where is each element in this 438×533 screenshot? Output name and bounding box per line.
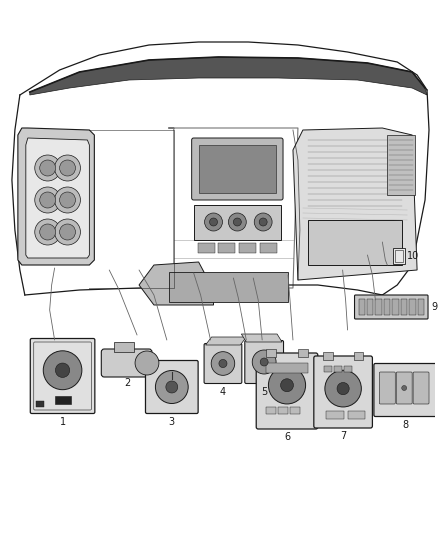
FancyBboxPatch shape [145,360,198,414]
Bar [36,401,44,407]
Bar [324,366,332,372]
Circle shape [259,218,267,226]
Polygon shape [30,57,427,95]
Bar [393,248,405,264]
Circle shape [209,218,218,226]
Circle shape [205,213,223,231]
Bar [409,299,416,315]
Polygon shape [241,334,282,342]
Bar [198,243,215,253]
Polygon shape [18,128,94,265]
Text: 3: 3 [169,417,175,427]
Circle shape [55,187,81,213]
Bar [239,243,256,253]
Bar [219,243,235,253]
FancyBboxPatch shape [101,349,152,377]
Circle shape [211,352,235,375]
Bar [334,366,342,372]
FancyBboxPatch shape [30,338,95,414]
Text: 2: 2 [124,378,130,388]
Text: 1: 1 [60,417,66,427]
Circle shape [281,379,293,392]
Bar [55,396,71,404]
Bar [298,349,308,357]
Bar [348,411,365,419]
Circle shape [219,359,227,368]
Circle shape [268,367,306,404]
Polygon shape [26,138,89,258]
Text: 9: 9 [431,302,437,312]
Polygon shape [293,128,417,280]
Bar [326,411,343,419]
Circle shape [40,192,56,208]
Text: 10: 10 [407,251,420,261]
Text: 5: 5 [261,387,267,397]
Bar [417,299,424,315]
FancyBboxPatch shape [204,343,242,384]
Circle shape [55,219,81,245]
Text: 6: 6 [284,432,290,442]
Circle shape [60,160,75,176]
Circle shape [35,187,60,213]
Bar [359,299,365,315]
Bar [290,407,300,414]
FancyBboxPatch shape [354,295,428,319]
Circle shape [254,213,272,231]
Circle shape [228,213,246,231]
FancyBboxPatch shape [192,138,283,200]
Bar [367,299,374,315]
Text: 8: 8 [402,420,408,430]
Bar [194,205,281,240]
FancyBboxPatch shape [245,341,283,384]
FancyBboxPatch shape [413,372,429,404]
Text: 7: 7 [340,431,346,441]
Circle shape [40,224,56,240]
Circle shape [135,351,159,375]
Bar [308,220,402,265]
Circle shape [35,155,60,181]
Bar [384,299,390,315]
Polygon shape [205,337,246,345]
FancyBboxPatch shape [256,353,318,429]
Circle shape [325,370,361,407]
Circle shape [40,160,56,176]
Circle shape [233,218,241,226]
Bar [375,299,382,315]
FancyBboxPatch shape [379,372,395,404]
Bar [266,407,276,414]
Bar [278,407,288,414]
FancyBboxPatch shape [374,364,436,416]
FancyBboxPatch shape [314,356,372,428]
Circle shape [35,219,60,245]
Bar [392,299,399,315]
Bar [169,272,288,302]
Circle shape [56,363,70,377]
Polygon shape [139,262,213,305]
Bar [198,145,276,193]
Bar [266,349,276,357]
Bar [266,363,308,373]
Bar [387,135,415,195]
Bar [343,366,352,372]
Circle shape [60,192,75,208]
Bar [395,250,403,262]
Circle shape [43,351,82,390]
Circle shape [55,155,81,181]
Circle shape [402,385,406,391]
Circle shape [260,358,268,366]
FancyBboxPatch shape [396,372,412,404]
Bar [353,352,364,360]
Text: 4: 4 [220,387,226,397]
Circle shape [252,350,276,374]
Circle shape [155,370,188,403]
Bar [114,342,134,352]
Bar [323,352,333,360]
Bar [401,299,407,315]
Circle shape [337,383,349,395]
Circle shape [60,224,75,240]
Circle shape [166,381,178,393]
Bar [260,243,277,253]
